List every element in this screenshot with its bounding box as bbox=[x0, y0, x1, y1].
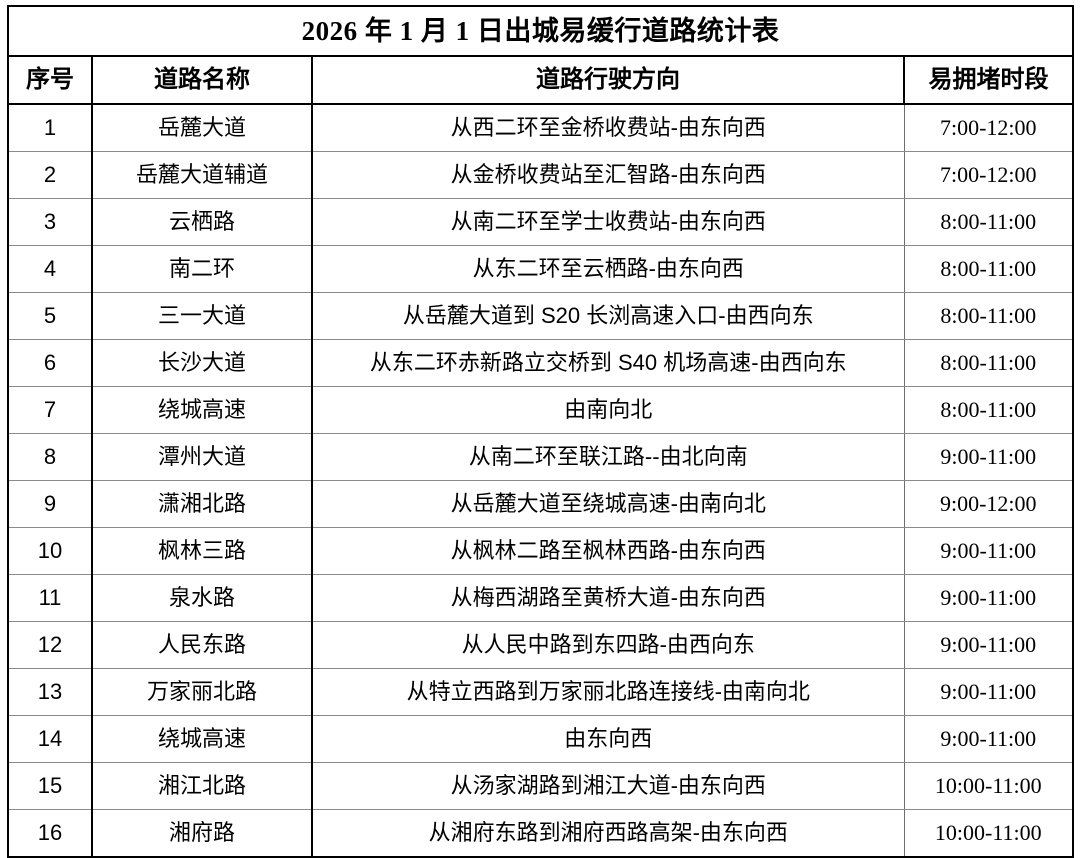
table-title-row: 2026 年 1 月 1 日出城易缓行道路统计表 bbox=[7, 5, 1074, 57]
cell-name: 湘江北路 bbox=[91, 762, 313, 810]
cell-no: 8 bbox=[7, 433, 93, 481]
cell-name: 枫林三路 bbox=[91, 527, 313, 575]
cell-dir: 从东二环赤新路立交桥到 S40 机场高速-由西向东 bbox=[311, 339, 905, 387]
cell-dir: 从金桥收费站至汇智路-由东向西 bbox=[311, 151, 905, 199]
cell-no: 14 bbox=[7, 715, 93, 763]
table-row: 16 湘府路 从湘府东路到湘府西路高架-由东向西 10:00-11:00 bbox=[7, 809, 1074, 858]
cell-no: 13 bbox=[7, 668, 93, 716]
table-row: 13 万家丽北路 从特立西路到万家丽北路连接线-由南向北 9:00-11:00 bbox=[7, 668, 1074, 716]
cell-time: 7:00-12:00 bbox=[903, 103, 1074, 152]
table-row: 1 岳麓大道 从西二环至金桥收费站-由东向西 7:00-12:00 bbox=[7, 103, 1074, 152]
cell-time: 8:00-11:00 bbox=[903, 339, 1074, 387]
cell-name: 泉水路 bbox=[91, 574, 313, 622]
column-header-name: 道路名称 bbox=[91, 55, 313, 105]
cell-time: 9:00-11:00 bbox=[903, 433, 1074, 481]
cell-time: 8:00-11:00 bbox=[903, 292, 1074, 340]
cell-no: 10 bbox=[7, 527, 93, 575]
cell-dir: 从东二环至云栖路-由东向西 bbox=[311, 245, 905, 293]
road-congestion-table: 2026 年 1 月 1 日出城易缓行道路统计表 序号 道路名称 道路行驶方向 … bbox=[7, 5, 1074, 858]
cell-name: 南二环 bbox=[91, 245, 313, 293]
cell-dir: 从人民中路到东四路-由西向东 bbox=[311, 621, 905, 669]
cell-no: 6 bbox=[7, 339, 93, 387]
table-row: 7 绕城高速 由南向北 8:00-11:00 bbox=[7, 386, 1074, 434]
cell-name: 人民东路 bbox=[91, 621, 313, 669]
cell-name: 绕城高速 bbox=[91, 386, 313, 434]
cell-time: 9:00-12:00 bbox=[903, 480, 1074, 528]
cell-dir: 由东向西 bbox=[311, 715, 905, 763]
cell-name: 岳麓大道 bbox=[91, 103, 313, 152]
cell-no: 11 bbox=[7, 574, 93, 622]
cell-no: 1 bbox=[7, 103, 93, 152]
cell-dir: 从岳麓大道到 S20 长浏高速入口-由西向东 bbox=[311, 292, 905, 340]
page-root: 2026 年 1 月 1 日出城易缓行道路统计表 序号 道路名称 道路行驶方向 … bbox=[7, 5, 1074, 858]
cell-no: 5 bbox=[7, 292, 93, 340]
table-row: 4 南二环 从东二环至云栖路-由东向西 8:00-11:00 bbox=[7, 245, 1074, 293]
cell-no: 15 bbox=[7, 762, 93, 810]
cell-dir: 从汤家湖路到湘江大道-由东向西 bbox=[311, 762, 905, 810]
cell-name: 三一大道 bbox=[91, 292, 313, 340]
table-row: 5 三一大道 从岳麓大道到 S20 长浏高速入口-由西向东 8:00-11:00 bbox=[7, 292, 1074, 340]
cell-no: 16 bbox=[7, 809, 93, 858]
cell-time: 9:00-11:00 bbox=[903, 715, 1074, 763]
table-row: 8 潭州大道 从南二环至联江路--由北向南 9:00-11:00 bbox=[7, 433, 1074, 481]
cell-name: 万家丽北路 bbox=[91, 668, 313, 716]
table-row: 9 潇湘北路 从岳麓大道至绕城高速-由南向北 9:00-12:00 bbox=[7, 480, 1074, 528]
cell-time: 8:00-11:00 bbox=[903, 245, 1074, 293]
table-header-row: 序号 道路名称 道路行驶方向 易拥堵时段 bbox=[7, 55, 1074, 105]
cell-name: 潇湘北路 bbox=[91, 480, 313, 528]
cell-no: 7 bbox=[7, 386, 93, 434]
cell-dir: 由南向北 bbox=[311, 386, 905, 434]
cell-name: 岳麓大道辅道 bbox=[91, 151, 313, 199]
cell-no: 9 bbox=[7, 480, 93, 528]
cell-time: 9:00-11:00 bbox=[903, 527, 1074, 575]
column-header-time: 易拥堵时段 bbox=[903, 55, 1074, 105]
cell-name: 云栖路 bbox=[91, 198, 313, 246]
cell-time: 10:00-11:00 bbox=[903, 762, 1074, 810]
table-row: 2 岳麓大道辅道 从金桥收费站至汇智路-由东向西 7:00-12:00 bbox=[7, 151, 1074, 199]
cell-time: 10:00-11:00 bbox=[903, 809, 1074, 858]
cell-name: 潭州大道 bbox=[91, 433, 313, 481]
cell-no: 3 bbox=[7, 198, 93, 246]
cell-time: 9:00-11:00 bbox=[903, 668, 1074, 716]
cell-dir: 从南二环至联江路--由北向南 bbox=[311, 433, 905, 481]
cell-no: 4 bbox=[7, 245, 93, 293]
table-row: 14 绕城高速 由东向西 9:00-11:00 bbox=[7, 715, 1074, 763]
table-row: 15 湘江北路 从汤家湖路到湘江大道-由东向西 10:00-11:00 bbox=[7, 762, 1074, 810]
cell-time: 9:00-11:00 bbox=[903, 574, 1074, 622]
cell-name: 绕城高速 bbox=[91, 715, 313, 763]
cell-time: 8:00-11:00 bbox=[903, 386, 1074, 434]
table-row: 6 长沙大道 从东二环赤新路立交桥到 S40 机场高速-由西向东 8:00-11… bbox=[7, 339, 1074, 387]
column-header-dir: 道路行驶方向 bbox=[311, 55, 905, 105]
cell-time: 7:00-12:00 bbox=[903, 151, 1074, 199]
cell-no: 12 bbox=[7, 621, 93, 669]
table-row: 3 云栖路 从南二环至学士收费站-由东向西 8:00-11:00 bbox=[7, 198, 1074, 246]
cell-dir: 从西二环至金桥收费站-由东向西 bbox=[311, 103, 905, 152]
cell-dir: 从梅西湖路至黄桥大道-由东向西 bbox=[311, 574, 905, 622]
table-row: 11 泉水路 从梅西湖路至黄桥大道-由东向西 9:00-11:00 bbox=[7, 574, 1074, 622]
cell-time: 9:00-11:00 bbox=[903, 621, 1074, 669]
cell-dir: 从湘府东路到湘府西路高架-由东向西 bbox=[311, 809, 905, 858]
page-title: 2026 年 1 月 1 日出城易缓行道路统计表 bbox=[301, 15, 780, 46]
table-title-cell: 2026 年 1 月 1 日出城易缓行道路统计表 bbox=[7, 5, 1074, 57]
table-row: 12 人民东路 从人民中路到东四路-由西向东 9:00-11:00 bbox=[7, 621, 1074, 669]
table-row: 10 枫林三路 从枫林二路至枫林西路-由东向西 9:00-11:00 bbox=[7, 527, 1074, 575]
cell-name: 长沙大道 bbox=[91, 339, 313, 387]
column-header-no: 序号 bbox=[7, 55, 93, 105]
cell-dir: 从枫林二路至枫林西路-由东向西 bbox=[311, 527, 905, 575]
cell-dir: 从岳麓大道至绕城高速-由南向北 bbox=[311, 480, 905, 528]
table-body: 2026 年 1 月 1 日出城易缓行道路统计表 序号 道路名称 道路行驶方向 … bbox=[7, 5, 1074, 858]
cell-name: 湘府路 bbox=[91, 809, 313, 858]
cell-dir: 从南二环至学士收费站-由东向西 bbox=[311, 198, 905, 246]
cell-dir: 从特立西路到万家丽北路连接线-由南向北 bbox=[311, 668, 905, 716]
cell-time: 8:00-11:00 bbox=[903, 198, 1074, 246]
cell-no: 2 bbox=[7, 151, 93, 199]
